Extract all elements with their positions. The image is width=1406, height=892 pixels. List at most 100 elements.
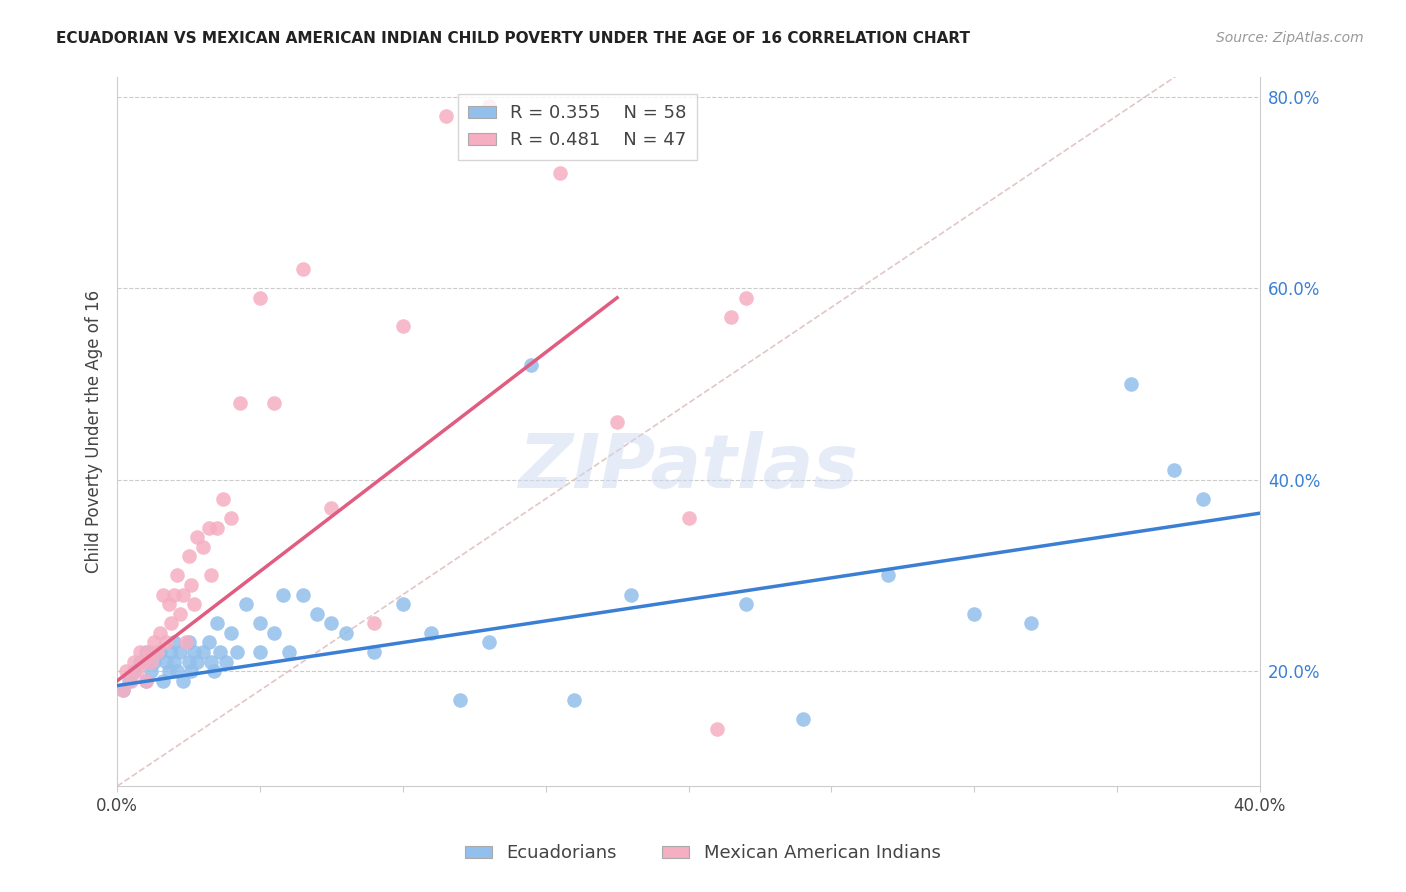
- Point: [200, 655, 222, 669]
- Point: [172, 673, 194, 688]
- Text: ZIPatlas: ZIPatlas: [519, 431, 859, 504]
- Point: [111, 683, 134, 698]
- Point: [200, 568, 222, 582]
- Point: [138, 645, 160, 659]
- Text: Source: ZipAtlas.com: Source: ZipAtlas.com: [1216, 31, 1364, 45]
- Point: [197, 520, 219, 534]
- Point: [129, 655, 152, 669]
- Point: [720, 310, 742, 324]
- Point: [141, 655, 163, 669]
- Point: [562, 693, 585, 707]
- Point: [477, 99, 499, 113]
- Point: [169, 645, 191, 659]
- Point: [229, 396, 252, 410]
- Point: [172, 588, 194, 602]
- Point: [321, 501, 343, 516]
- Point: [205, 616, 228, 631]
- Point: [127, 664, 149, 678]
- Point: [186, 530, 208, 544]
- Point: [392, 597, 415, 611]
- Point: [363, 645, 385, 659]
- Point: [792, 712, 814, 726]
- Point: [734, 597, 756, 611]
- Point: [877, 568, 900, 582]
- Point: [291, 588, 314, 602]
- Point: [392, 319, 415, 334]
- Point: [160, 645, 183, 659]
- Point: [321, 616, 343, 631]
- Point: [163, 588, 186, 602]
- Point: [111, 683, 134, 698]
- Point: [180, 578, 202, 592]
- Point: [146, 645, 169, 659]
- Point: [678, 511, 700, 525]
- Point: [143, 635, 166, 649]
- Point: [226, 645, 249, 659]
- Point: [169, 607, 191, 621]
- Point: [263, 396, 285, 410]
- Legend: R = 0.355    N = 58, R = 0.481    N = 47: R = 0.355 N = 58, R = 0.481 N = 47: [457, 94, 697, 161]
- Point: [249, 291, 271, 305]
- Point: [197, 635, 219, 649]
- Legend: Ecuadorians, Mexican American Indians: Ecuadorians, Mexican American Indians: [458, 838, 948, 870]
- Point: [114, 664, 136, 678]
- Point: [1021, 616, 1043, 631]
- Point: [177, 655, 200, 669]
- Point: [548, 166, 571, 180]
- Point: [363, 616, 385, 631]
- Point: [963, 607, 986, 621]
- Point: [249, 616, 271, 631]
- Point: [155, 635, 177, 649]
- Point: [205, 520, 228, 534]
- Point: [177, 635, 200, 649]
- Point: [180, 664, 202, 678]
- Point: [121, 673, 143, 688]
- Point: [141, 664, 163, 678]
- Point: [221, 511, 243, 525]
- Point: [271, 588, 294, 602]
- Point: [163, 635, 186, 649]
- Point: [620, 588, 643, 602]
- Point: [135, 673, 157, 688]
- Point: [163, 655, 186, 669]
- Point: [277, 645, 299, 659]
- Point: [249, 645, 271, 659]
- Point: [166, 568, 188, 582]
- Point: [132, 655, 155, 669]
- Point: [143, 655, 166, 669]
- Point: [420, 626, 443, 640]
- Point: [149, 645, 172, 659]
- Y-axis label: Child Poverty Under the Age of 16: Child Poverty Under the Age of 16: [86, 290, 103, 574]
- Point: [1121, 376, 1143, 391]
- Point: [149, 626, 172, 640]
- Point: [477, 635, 499, 649]
- Point: [186, 655, 208, 669]
- Point: [155, 655, 177, 669]
- Point: [191, 645, 214, 659]
- Point: [307, 607, 329, 621]
- Point: [183, 597, 205, 611]
- Point: [606, 415, 628, 429]
- Point: [124, 664, 146, 678]
- Point: [174, 635, 197, 649]
- Point: [135, 645, 157, 659]
- Point: [157, 597, 180, 611]
- Point: [160, 616, 183, 631]
- Point: [202, 664, 225, 678]
- Point: [235, 597, 257, 611]
- Text: ECUADORIAN VS MEXICAN AMERICAN INDIAN CHILD POVERTY UNDER THE AGE OF 16 CORRELAT: ECUADORIAN VS MEXICAN AMERICAN INDIAN CH…: [56, 31, 970, 46]
- Point: [152, 588, 174, 602]
- Point: [335, 626, 357, 640]
- Point: [117, 673, 139, 688]
- Point: [129, 645, 152, 659]
- Point: [215, 655, 238, 669]
- Point: [449, 693, 471, 707]
- Point: [183, 645, 205, 659]
- Point: [520, 358, 543, 372]
- Point: [734, 291, 756, 305]
- Point: [152, 673, 174, 688]
- Point: [212, 491, 235, 506]
- Point: [157, 664, 180, 678]
- Point: [706, 722, 728, 736]
- Point: [166, 664, 188, 678]
